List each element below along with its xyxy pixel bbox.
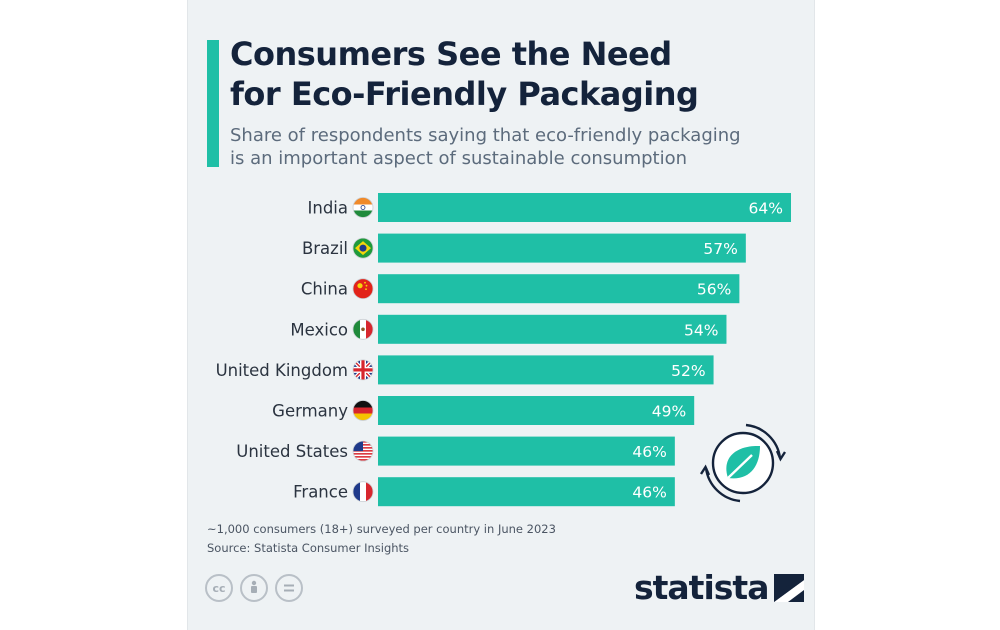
category-label: France <box>293 483 348 502</box>
title-line-2: for Eco-Friendly Packaging <box>230 75 699 113</box>
subtitle-line-1: Share of respondents saying that eco-fri… <box>230 125 741 146</box>
bar-united-kingdom <box>378 355 714 385</box>
chart-subtitle: Share of respondents saying that eco-fri… <box>230 124 800 170</box>
no-derivatives-icon[interactable] <box>275 574 303 602</box>
category-label: United Kingdom <box>216 361 348 380</box>
bar-united-states <box>378 436 675 466</box>
title-accent-bar <box>207 40 219 167</box>
value-label: 54% <box>684 321 718 339</box>
bar-china <box>378 274 740 304</box>
creative-commons-icon[interactable]: cc <box>205 574 233 602</box>
category-label: India <box>308 199 349 218</box>
subtitle-line-2: is an important aspect of sustainable co… <box>230 148 688 169</box>
value-label: 57% <box>703 240 737 258</box>
value-label: 49% <box>652 403 686 421</box>
uk-flag <box>352 359 374 381</box>
statista-logo-icon <box>774 573 805 602</box>
category-label: Brazil <box>302 239 348 258</box>
china-flag <box>352 278 374 300</box>
category-label: United States <box>236 442 348 461</box>
chart-title: Consumers See the Need for Eco-Friendly … <box>230 34 790 114</box>
creative-commons-label: cc <box>212 581 226 595</box>
statista-wordmark: statista <box>634 568 769 607</box>
india-flag <box>352 197 374 218</box>
bar-mexico <box>378 314 727 344</box>
bar-germany <box>378 396 695 425</box>
license-icons: cc <box>205 574 303 602</box>
bar-france <box>378 477 675 507</box>
leaf-recycle-icon <box>699 423 787 503</box>
category-label: Germany <box>272 402 348 421</box>
germany-flag <box>352 400 374 421</box>
brazil-flag <box>352 237 374 259</box>
france-flag <box>352 481 374 503</box>
statista-logo[interactable]: statista <box>634 568 805 607</box>
usa-flag <box>352 440 374 462</box>
title-line-1: Consumers See the Need <box>230 35 672 73</box>
value-label: 52% <box>671 362 705 380</box>
bar-brazil <box>378 233 746 263</box>
bar-india <box>378 193 791 222</box>
category-label: Mexico <box>290 320 348 339</box>
mexico-flag <box>352 318 374 340</box>
value-label: 46% <box>632 484 666 502</box>
attribution-icon[interactable] <box>240 574 268 602</box>
bar-group: 64% India 57% Brazil 56% China 54% Mexico 52% Uni… <box>216 193 791 507</box>
category-label: China <box>301 280 348 299</box>
value-label: 46% <box>632 443 666 461</box>
survey-note: ~1,000 consumers (18+) surveyed per coun… <box>207 522 556 536</box>
value-label: 56% <box>697 281 731 299</box>
source-note: Source: Statista Consumer Insights <box>207 541 410 555</box>
value-label: 64% <box>749 200 783 218</box>
